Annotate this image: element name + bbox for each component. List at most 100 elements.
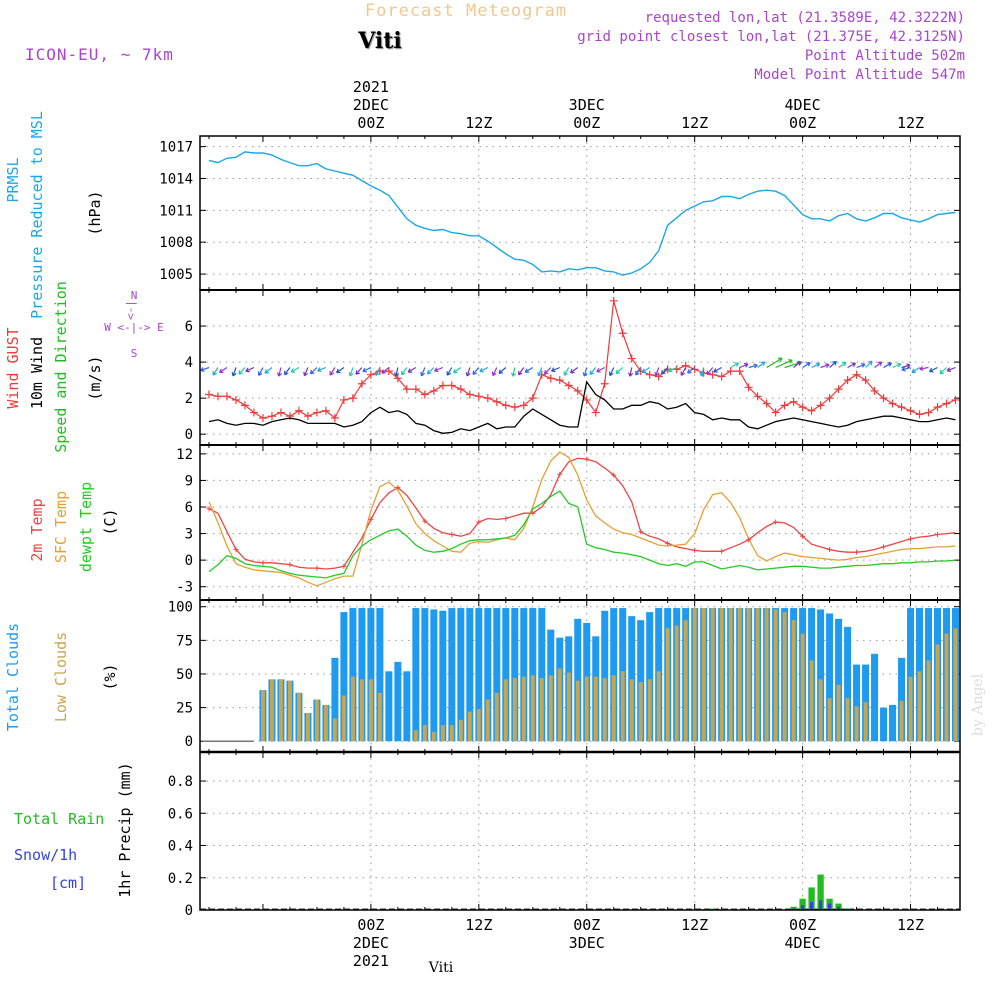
panel-frame-precip xyxy=(199,751,961,911)
low-cloud-bar xyxy=(782,612,787,742)
low-cloud-bar xyxy=(917,671,922,742)
gust-point xyxy=(618,329,627,338)
time-label-top: 00Z xyxy=(357,114,384,132)
wind-direction-arrow xyxy=(856,362,866,369)
t2m-point xyxy=(746,537,752,543)
t2m-point xyxy=(665,540,671,546)
time-label-top: 12Z xyxy=(465,114,492,132)
wind-direction-arrow xyxy=(667,366,677,373)
gust-point xyxy=(807,406,816,415)
low-cloud-bar xyxy=(926,660,931,742)
precip-unit: 1hr Precip (mm) xyxy=(116,762,134,897)
total-cloud-bar xyxy=(646,612,654,742)
time-label-top: 2021 xyxy=(353,78,389,96)
gust-point xyxy=(555,376,564,385)
wind-direction-arrow xyxy=(901,366,911,372)
total-cloud-bar xyxy=(511,608,519,742)
gust-point xyxy=(303,412,312,421)
wind-direction-arrow xyxy=(218,367,228,374)
gust-point xyxy=(519,401,528,410)
wind-direction-arrow xyxy=(335,367,345,374)
low-cloud-bar xyxy=(719,608,724,742)
total-cloud-bar xyxy=(412,608,420,742)
wind-direction-arrow xyxy=(518,367,525,376)
gust-point xyxy=(861,376,870,385)
snow-bar xyxy=(801,905,805,910)
wind-direction-arrow xyxy=(550,366,560,373)
low-cloud-bar xyxy=(566,672,571,742)
wind-direction-arrow xyxy=(911,366,920,374)
gust-point xyxy=(879,394,888,403)
wind-direction-arrow xyxy=(524,366,534,373)
low-cloud-bar xyxy=(539,678,544,742)
wind-direction-arrow xyxy=(348,367,354,377)
gust-point xyxy=(645,370,654,379)
wind-direction-arrow xyxy=(452,367,462,374)
time-label-top: 12Z xyxy=(897,114,924,132)
time-label-bottom: 12Z xyxy=(681,916,708,934)
low-clouds-label: Low Clouds xyxy=(52,632,70,722)
wind-direction-arrow xyxy=(479,366,489,373)
t2m-point xyxy=(584,456,590,462)
rain-bar xyxy=(799,898,806,910)
low-cloud-bar xyxy=(944,633,949,742)
t2m-point xyxy=(314,565,320,571)
wind-direction-arrow xyxy=(283,367,291,376)
pressure-label-long: Pressure Reduced to MSL xyxy=(28,111,46,319)
low-cloud-bar xyxy=(827,698,832,742)
y-tick-label: 0 xyxy=(185,734,193,750)
total-cloud-bar xyxy=(826,613,834,742)
rain-bar xyxy=(817,874,824,910)
t2m-point xyxy=(395,485,401,491)
wind-direction-arrow xyxy=(660,367,669,375)
wind-label: 10m Wind xyxy=(28,337,46,409)
low-cloud-bar xyxy=(548,675,553,742)
gust-point xyxy=(717,372,726,381)
time-label-bottom: 2DEC xyxy=(353,934,389,952)
low-cloud-bar xyxy=(305,712,310,742)
station-name: Viti xyxy=(357,28,402,54)
y-tick-label: 0 xyxy=(185,903,193,919)
time-label-top: 00Z xyxy=(573,114,600,132)
wind-direction-arrow xyxy=(654,367,660,377)
gust-point xyxy=(825,394,834,403)
total-cloud-bar xyxy=(439,610,447,742)
total-cloud-bar xyxy=(880,707,888,742)
y-tick-label: 0.4 xyxy=(168,839,193,855)
t2m-point xyxy=(827,547,833,553)
gust-point xyxy=(789,397,798,406)
low-cloud-bar xyxy=(764,608,769,742)
wind-direction-arrow xyxy=(257,367,264,376)
wind-direction-arrow xyxy=(730,362,740,369)
low-cloud-bar xyxy=(647,679,652,742)
wind-direction-arrow xyxy=(511,367,517,377)
wind-direction-arrow xyxy=(838,361,847,368)
gust-point xyxy=(411,385,420,394)
low-cloud-bar xyxy=(503,679,508,742)
low-cloud-bar xyxy=(314,699,319,742)
low-cloud-bar xyxy=(674,625,679,742)
gust-point xyxy=(474,392,483,401)
low-cloud-bar xyxy=(809,660,814,742)
low-cloud-bar xyxy=(467,711,472,742)
low-cloud-bar xyxy=(620,671,625,742)
low-cloud-bar xyxy=(413,730,418,742)
t2m-point xyxy=(908,536,914,542)
wind-direction-arrow xyxy=(865,360,873,368)
low-cloud-bar xyxy=(377,692,382,742)
clouds-unit: (%) xyxy=(101,663,119,690)
total-cloud-bar xyxy=(376,608,384,742)
gust-point xyxy=(816,401,825,410)
t2m-point xyxy=(503,516,509,522)
gust-point xyxy=(510,403,519,412)
footer-station: Viti xyxy=(428,960,454,976)
gust-point xyxy=(339,395,348,404)
t2m-point xyxy=(611,472,617,478)
wind-direction-arrow xyxy=(766,357,783,369)
sfc-temp-line xyxy=(208,451,956,587)
wind-direction-arrow xyxy=(245,366,255,373)
panel-frame-wind xyxy=(199,289,961,446)
total-cloud-bar xyxy=(628,616,636,742)
total-cloud-bar xyxy=(331,657,339,742)
